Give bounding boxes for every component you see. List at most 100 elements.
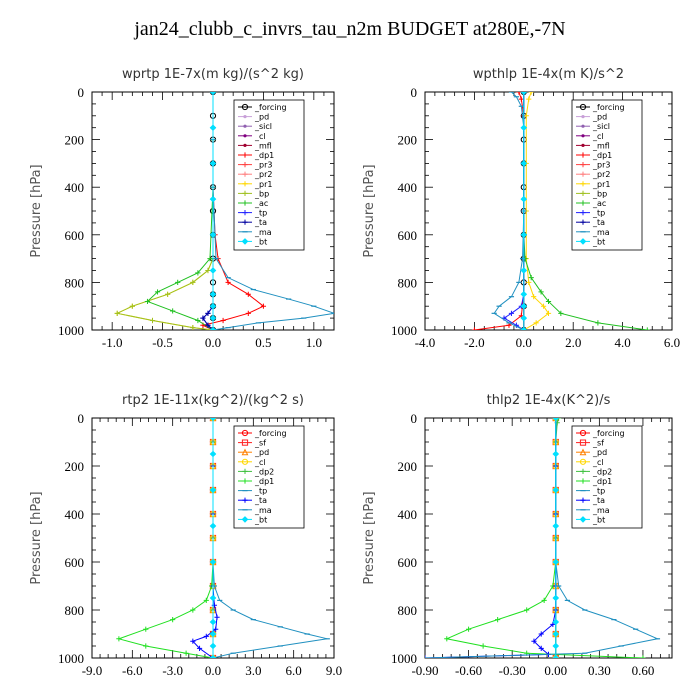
- legend-label: _pr2: [592, 170, 610, 179]
- legend-label: _bt: [254, 515, 267, 524]
- data-point-ta: [205, 310, 211, 316]
- x-tick-label: -0.30: [499, 663, 526, 678]
- legend-label: _ta: [592, 496, 605, 505]
- x-tick-label: 0.0: [516, 335, 532, 350]
- data-point-dp1: [183, 650, 189, 656]
- data-point-bp: [114, 310, 120, 316]
- legend-label: _bt: [592, 515, 605, 524]
- data-point-bt: [209, 92, 217, 96]
- data-point-ac: [545, 298, 552, 305]
- legend-marker: [241, 238, 249, 245]
- series-group: [425, 418, 661, 658]
- data-point-ac: [207, 256, 213, 262]
- legend-marker: [241, 429, 249, 437]
- chart-panel-3: rtp2 1E-11x(kg^2)/(kg^2 s) Pressure [hPa]…: [29, 393, 342, 678]
- series-line-pr1: [523, 92, 550, 330]
- data-point-bt: [209, 450, 217, 458]
- legend-label: _dp2: [592, 467, 612, 476]
- data-point-bt: [209, 290, 217, 298]
- legend-marker: [581, 134, 585, 138]
- data-point-bt: [520, 290, 528, 298]
- y-tick-label: 0: [411, 411, 418, 426]
- data-point-pr1: [528, 92, 534, 95]
- data-point-ta: [538, 645, 544, 651]
- chart-panel-2: wpthlp 1E-4x(m K)/s^2 Pressure [hPa] -4.0 -…: [362, 67, 680, 350]
- data-point-bt: [209, 654, 217, 658]
- legend-marker: [242, 171, 248, 177]
- data-point-ta: [538, 631, 544, 637]
- legend-label: _pd: [254, 448, 269, 457]
- series-group: [471, 92, 650, 330]
- y-tick-label: 1000: [58, 651, 84, 666]
- legend-marker: [579, 516, 587, 523]
- x-tick-label: -0.5: [152, 335, 173, 350]
- panel-title: wprtp 1E-7x(m kg)/(s^2 kg): [122, 67, 304, 82]
- data-point-dp1: [220, 317, 226, 324]
- data-point-bt: [209, 267, 217, 274]
- data-point-bt: [209, 160, 217, 167]
- legend-marker: [243, 124, 247, 128]
- data-point-ta: [190, 638, 196, 644]
- legend-label: _forcing: [592, 429, 625, 438]
- y-tick-label: 0: [411, 85, 418, 100]
- legend-marker: [580, 181, 586, 187]
- data-point-dp2: [556, 418, 562, 421]
- y-tick-label: 200: [65, 459, 85, 474]
- data-point-bt: [209, 231, 217, 239]
- legend-marker: [243, 134, 247, 138]
- data-point-bt: [552, 418, 560, 422]
- data-point-bt: [209, 630, 217, 638]
- y-tick-label: 800: [65, 275, 85, 290]
- x-tick-label: -0.90: [411, 663, 438, 678]
- panel-title: wpthlp 1E-4x(m K)/s^2: [473, 67, 624, 82]
- data-point-bt: [552, 630, 560, 638]
- legend-label: _pd: [592, 113, 607, 122]
- legend-marker: [241, 103, 249, 111]
- legend-marker: [579, 238, 587, 245]
- figure-title: jan24_clubb_c_invrs_tau_n2m BUDGET at280…: [134, 18, 566, 40]
- legend-label: _pr3: [254, 161, 272, 170]
- y-tick-label: 600: [65, 228, 85, 243]
- data-point-ta: [200, 315, 206, 321]
- legend-label: _tp: [592, 209, 605, 218]
- legend-marker: [579, 439, 587, 446]
- y-tick-label: 1000: [391, 651, 417, 666]
- data-point-bt: [209, 418, 217, 422]
- legend-marker: [242, 497, 248, 503]
- x-tick-label: 6.0: [286, 663, 302, 678]
- data-point-bt: [552, 558, 560, 566]
- legend-label: _tp: [592, 487, 605, 496]
- data-point-bt: [552, 642, 560, 650]
- x-tick-label: 0.00: [544, 663, 567, 678]
- data-point-bt: [209, 314, 217, 322]
- y-tick-label: 600: [398, 555, 418, 570]
- data-point-ta: [213, 626, 219, 632]
- data-point-dp1: [143, 643, 149, 649]
- data-point-ta: [214, 614, 220, 620]
- x-tick-label: 9.0: [326, 663, 342, 678]
- legend-label: _sicl: [592, 122, 610, 131]
- legend-marker: [580, 468, 586, 474]
- x-tick-label: -9.0: [82, 663, 103, 678]
- legend-marker: [243, 115, 247, 119]
- legend-marker: [243, 143, 247, 147]
- data-point-pr1: [526, 96, 532, 102]
- data-point-ac: [170, 308, 176, 314]
- data-point-bt: [209, 486, 217, 494]
- data-point-bt: [552, 522, 560, 530]
- legend-marker: [242, 210, 248, 216]
- data-point-pr1: [523, 113, 529, 119]
- data-point-bt: [209, 642, 217, 650]
- legend-label: _ac: [254, 199, 268, 208]
- legend-label: _sicl: [254, 122, 272, 131]
- legend-label: _ta: [254, 496, 267, 505]
- y-tick-label: 400: [398, 180, 418, 195]
- data-point-ta: [550, 621, 556, 627]
- legend-marker: [580, 190, 586, 196]
- y-tick-label: 1000: [391, 323, 417, 338]
- legend-marker: [580, 152, 586, 158]
- x-tick-label: -3.0: [162, 663, 183, 678]
- legend-label: _ma: [592, 228, 610, 237]
- legend-label: _sf: [592, 439, 604, 448]
